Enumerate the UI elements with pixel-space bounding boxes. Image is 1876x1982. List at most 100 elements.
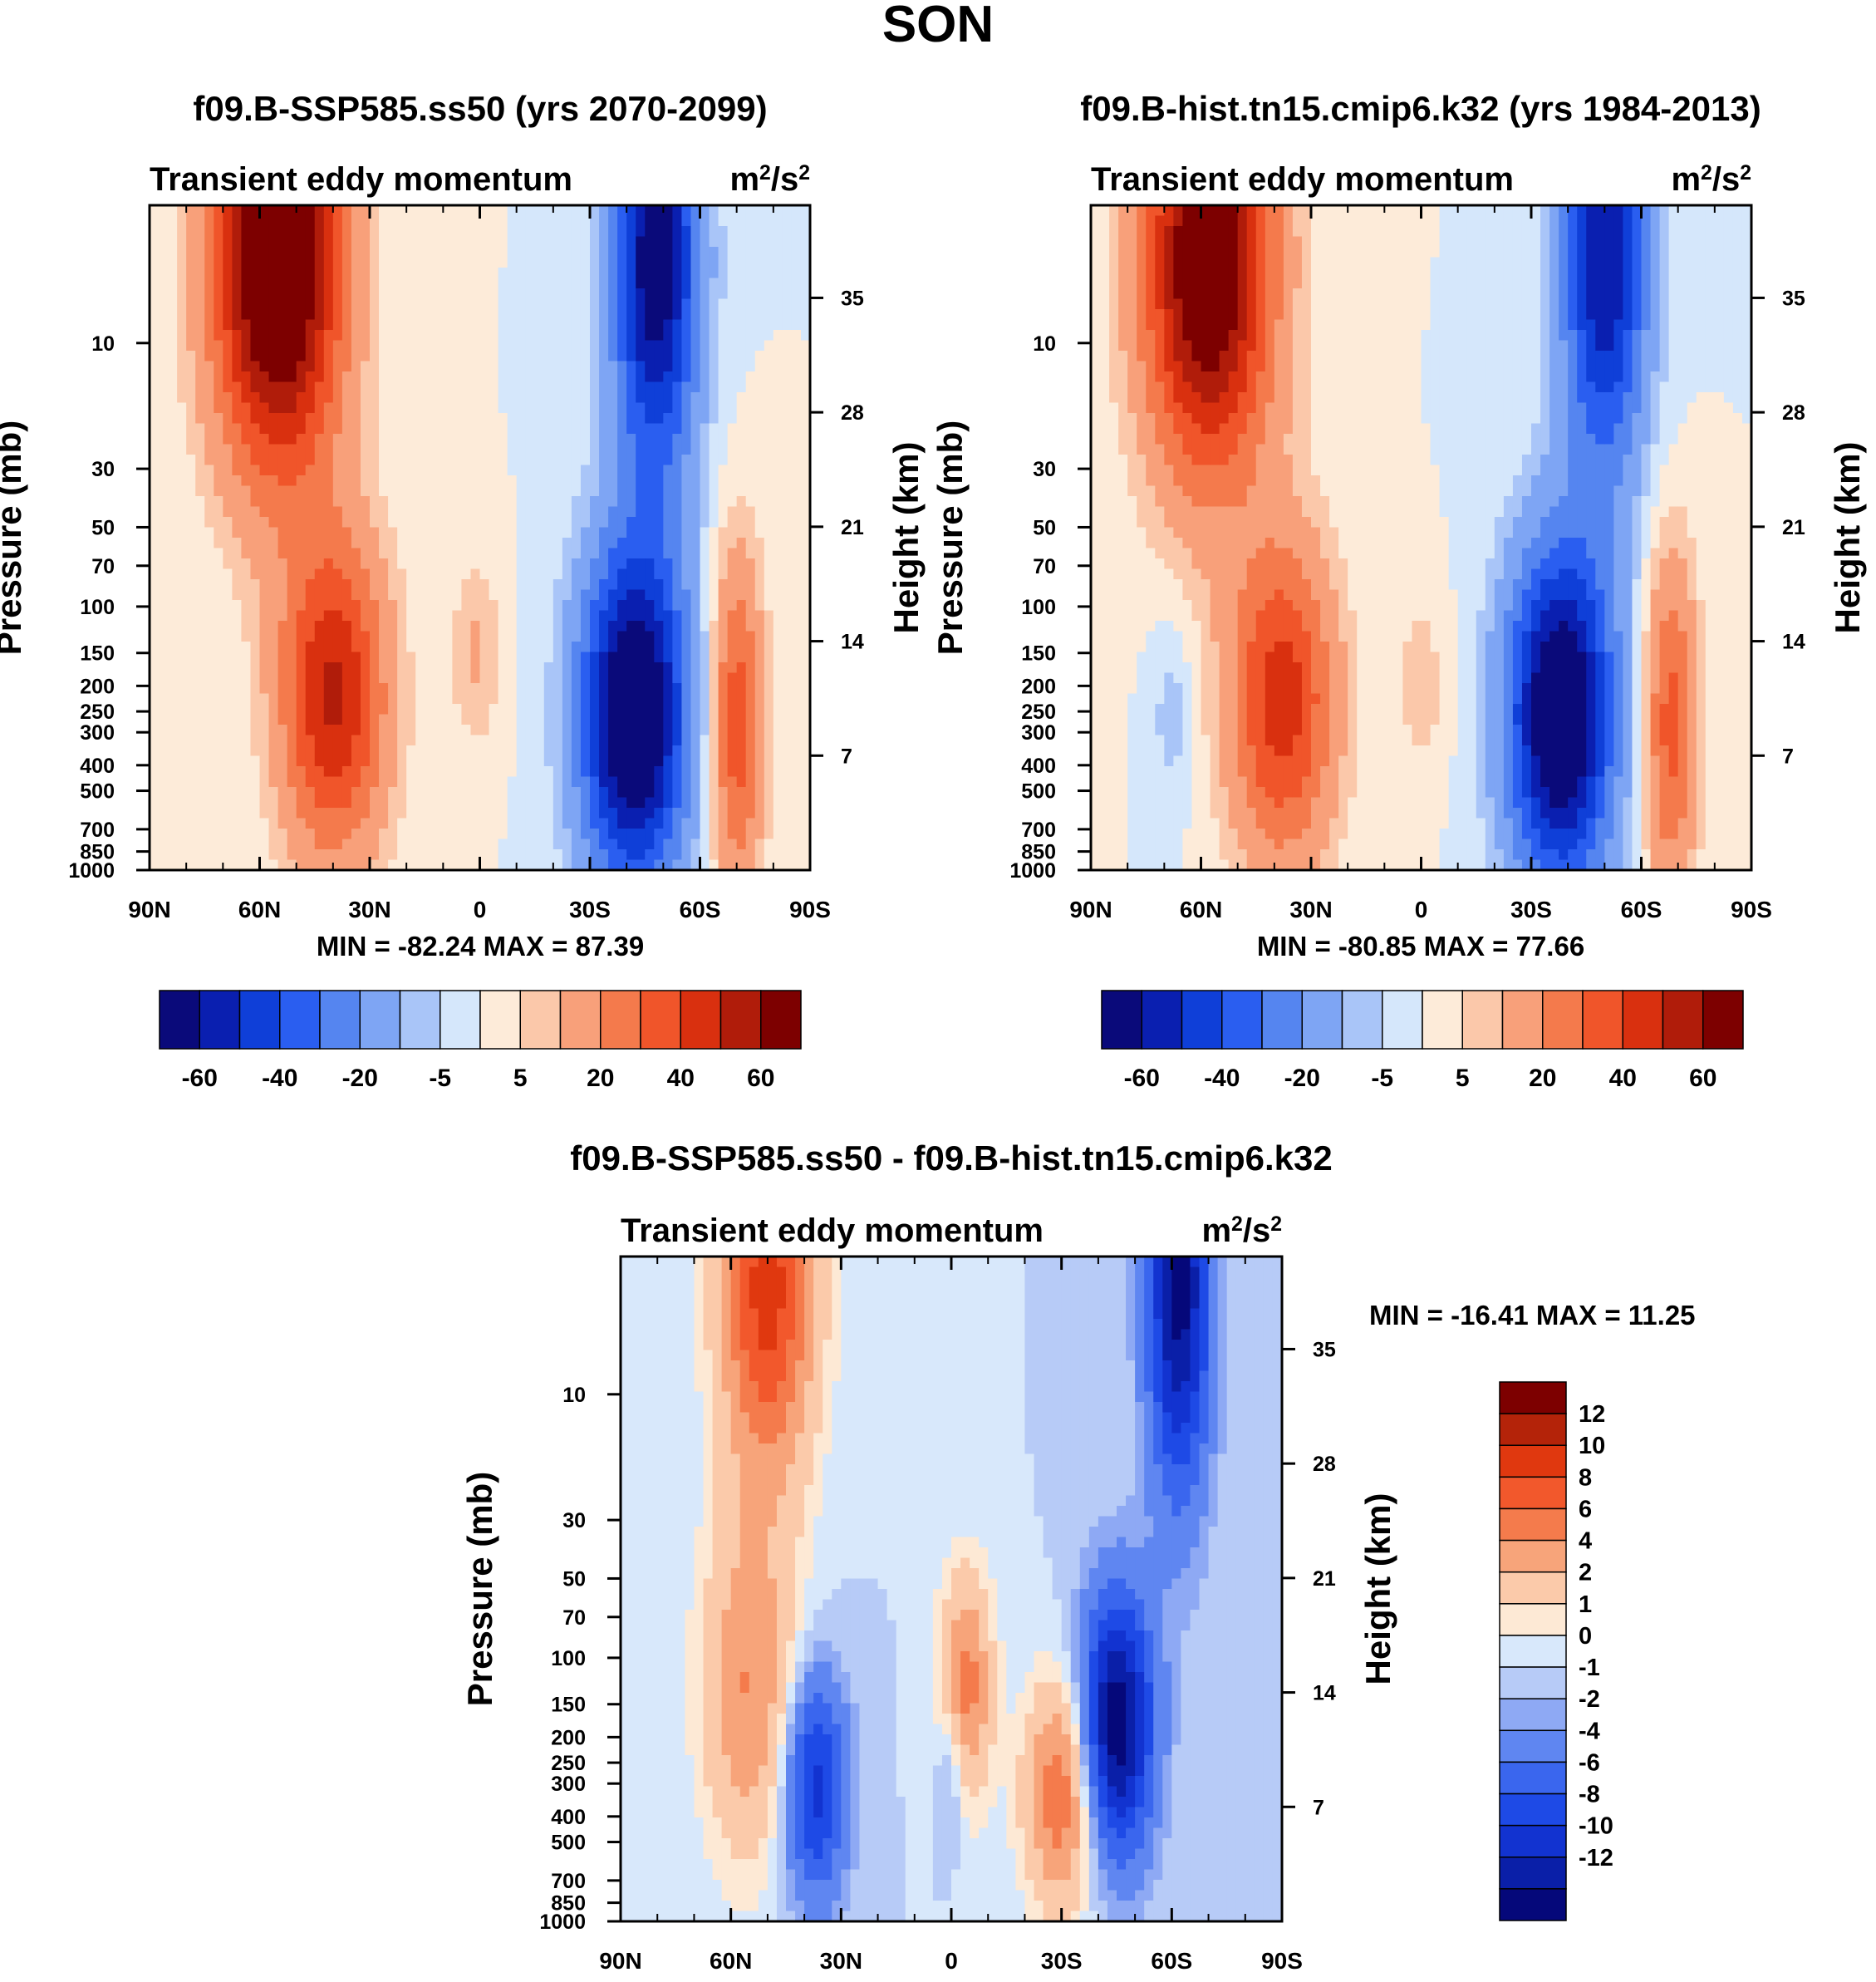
field-cell (552, 568, 563, 580)
field-cell (434, 548, 444, 559)
field-cell (186, 704, 196, 716)
field-cell (177, 506, 187, 518)
field-cell (800, 278, 811, 289)
field-cell (241, 288, 252, 300)
field-cell (645, 309, 655, 321)
field-cell (159, 672, 169, 684)
field-cell (636, 475, 646, 487)
field-cell (764, 330, 774, 342)
field-cell (562, 714, 572, 725)
field-cell (214, 776, 223, 788)
field-cell (507, 268, 518, 279)
field-cell (562, 423, 572, 435)
field-cell (223, 392, 233, 404)
field-cell (599, 745, 609, 757)
field-cell (599, 444, 609, 455)
field-cell (489, 205, 499, 217)
field-cell (479, 714, 490, 725)
field-cell (782, 257, 793, 268)
field-cell (195, 351, 205, 362)
field-cell (700, 392, 710, 404)
field-cell (452, 808, 463, 819)
colorbar-box (359, 990, 401, 1050)
field-cell (672, 642, 683, 653)
field-cell (360, 351, 371, 362)
field-cell (718, 381, 729, 393)
field-cell (232, 340, 243, 352)
field-cell (305, 434, 316, 445)
field-cell (341, 392, 352, 404)
field-cell (590, 381, 600, 393)
left-string: Transient eddy momentum (1091, 161, 1514, 198)
field-cell (672, 589, 683, 601)
field-cell (370, 839, 380, 850)
field-cell (397, 548, 407, 559)
field-cell (1559, 236, 1569, 248)
field-cell (608, 787, 618, 799)
field-cell (1604, 215, 1614, 227)
field-cell (608, 330, 618, 342)
field-cell (681, 361, 692, 372)
field-cell (672, 402, 683, 414)
field-cell (489, 215, 499, 227)
field-cell (425, 475, 435, 487)
field-cell (314, 797, 325, 809)
field-cell (727, 205, 738, 217)
field-cell (305, 662, 316, 674)
field-cell (268, 755, 279, 767)
field-cell (599, 808, 609, 819)
field-cell (360, 714, 371, 725)
field-cell (525, 849, 536, 861)
field-cell (700, 745, 710, 757)
field-cell (636, 330, 646, 342)
field-cell (232, 205, 243, 217)
field-cell (636, 226, 646, 238)
field-cell (287, 527, 297, 539)
field-cell (626, 319, 636, 331)
field-cell (296, 589, 307, 601)
field-cell (351, 351, 361, 362)
field-cell (580, 652, 591, 663)
field-cell (159, 361, 169, 372)
field-cell (305, 413, 316, 425)
field-cell (397, 371, 407, 383)
field-cell (186, 849, 196, 861)
field-cell (754, 642, 765, 653)
field-cell (489, 381, 499, 393)
field-cell (443, 776, 453, 788)
field-cell (800, 517, 811, 529)
field-cell (479, 568, 490, 580)
field-cell (232, 548, 243, 559)
field-cell (617, 610, 627, 622)
field-cell (406, 849, 416, 861)
field-cell (562, 683, 572, 695)
field-cell (370, 247, 380, 258)
field-cell (636, 755, 646, 767)
field-cell (397, 859, 407, 871)
field-cell (204, 444, 214, 455)
field-cell (626, 434, 636, 445)
field-cell (552, 745, 563, 757)
field-cell (296, 423, 307, 435)
field-cell (232, 818, 243, 829)
field-cell (672, 226, 683, 238)
field-cell (663, 818, 673, 829)
field-cell (764, 538, 774, 549)
field-cell (314, 309, 325, 321)
field-cell (782, 319, 793, 331)
field-cell (672, 517, 683, 529)
field-cell (800, 444, 811, 455)
field-cell (562, 257, 572, 268)
field-cell (159, 506, 169, 518)
field-cell (700, 309, 710, 321)
field-cell (1191, 226, 1202, 238)
field-cell (323, 226, 334, 238)
field-cell (552, 444, 563, 455)
field-cell (654, 548, 664, 559)
field-cell (277, 485, 288, 497)
field-cell (479, 351, 490, 362)
field-cell (498, 527, 508, 539)
field-cell (479, 402, 490, 414)
field-cell (736, 371, 747, 383)
field-cell (782, 621, 793, 632)
